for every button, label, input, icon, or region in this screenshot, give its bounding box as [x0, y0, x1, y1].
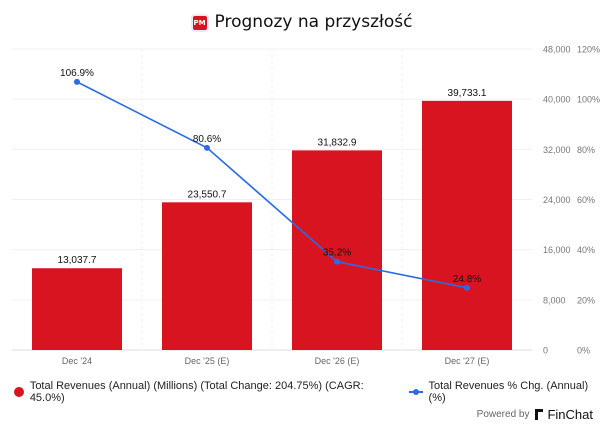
powered-by: Powered by FinChat [477, 407, 593, 422]
finchat-brand[interactable]: FinChat [547, 407, 593, 422]
y-left-tick-label: 24,000 [543, 195, 571, 205]
bar [162, 202, 252, 350]
x-tick-label: Dec '25 (E) [185, 356, 230, 366]
powered-by-text: Powered by [476, 409, 530, 420]
line-point [204, 144, 210, 151]
y-right-tick-label: 120% [577, 45, 600, 55]
x-tick-label: Dec '27 (E) [445, 356, 490, 366]
line-point [74, 78, 80, 85]
legend-line-marker-icon [408, 389, 423, 395]
bar [32, 268, 122, 350]
y-left-tick-label: 40,000 [543, 95, 571, 105]
legend-line-label[interactable]: Total Revenues % Chg. (Annual) (%) [428, 380, 589, 404]
legend: Total Revenues (Annual) (Millions) (Tota… [14, 380, 605, 404]
bar [422, 100, 512, 350]
y-right-tick-label: 0% [577, 346, 590, 356]
y-right-tick-label: 20% [577, 295, 595, 305]
line-data-label: 80.6% [193, 134, 221, 145]
y-left-tick-label: 0 [543, 346, 548, 356]
x-tick-label: Dec '24 [62, 356, 92, 366]
y-right-tick-label: 80% [577, 145, 595, 155]
y-left-tick-label: 32,000 [543, 145, 571, 155]
line-data-label: 24.8% [453, 274, 481, 285]
y-left-tick-label: 48,000 [543, 45, 571, 55]
pm-logo-icon: PM [192, 16, 207, 30]
x-tick-label: Dec '26 (E) [315, 356, 360, 366]
legend-bar-marker-icon [14, 387, 24, 397]
y-left-tick-label: 16,000 [543, 245, 571, 255]
bar-data-label: 39,733.1 [448, 88, 487, 99]
line-data-label: 106.9% [60, 68, 94, 79]
y-left-tick-label: 8,000 [543, 295, 566, 305]
line-series [76, 81, 468, 289]
y-right-tick-label: 100% [577, 95, 600, 105]
line-data-label: 35.2% [323, 248, 351, 259]
line-point [334, 258, 340, 265]
bar [292, 150, 382, 350]
y-right-tick-label: 40% [577, 245, 595, 255]
line-point [464, 284, 470, 291]
bar-data-label: 13,037.7 [58, 255, 97, 266]
title-text: Prognozy na przyszłość [214, 12, 413, 32]
finchat-logo-icon [535, 409, 544, 420]
chart-title: PM Prognozy na przyszłość [0, 12, 605, 32]
y-right-tick-label: 60% [577, 195, 595, 205]
legend-bar-label[interactable]: Total Revenues (Annual) (Millions) (Tota… [29, 380, 364, 404]
bar-data-label: 31,832.9 [318, 137, 357, 148]
bar-data-label: 23,550.7 [188, 189, 227, 200]
